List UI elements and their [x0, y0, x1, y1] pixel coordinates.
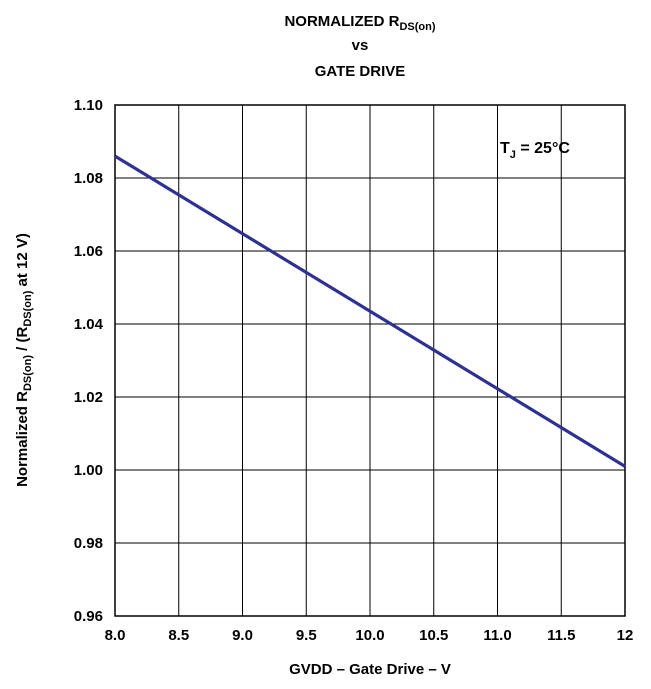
x-tick-label: 9.0	[232, 627, 253, 644]
x-axis-label: GVDD – Gate Drive – V	[289, 661, 451, 678]
grid	[115, 105, 625, 616]
y-tick-label: 0.96	[74, 608, 103, 625]
y-axis-label-part1: Normalized R	[14, 391, 31, 487]
y-axis-label-part2: / (R	[14, 327, 31, 355]
x-tick-label: 11.0	[483, 627, 511, 644]
x-tick-labels: 8.0 8.5 9.0 9.5 10.0 10.5 11.0 11.5 12	[105, 627, 634, 644]
x-tick-label: 8.0	[105, 627, 126, 644]
y-axis-label-sub2: DS(on)	[22, 290, 34, 326]
chart-title-line1: NORMALIZED RDS(on)	[284, 13, 435, 33]
y-tick-label: 1.00	[74, 462, 103, 479]
y-tick-label: 0.98	[74, 535, 103, 552]
y-axis-label-sub1: DS(on)	[22, 355, 34, 391]
y-axis-label: Normalized RDS(on) / (RDS(on) at 12 V)	[14, 233, 34, 487]
y-axis-label-part3: at 12 V)	[14, 233, 31, 291]
chart-title-line3: GATE DRIVE	[315, 63, 406, 80]
y-tick-label: 1.06	[74, 243, 103, 260]
chart-title-line2: vs	[352, 37, 369, 54]
x-tick-label: 11.5	[547, 627, 575, 644]
y-tick-label: 1.10	[74, 97, 103, 114]
x-tick-label: 9.5	[296, 627, 317, 644]
y-tick-labels: 0.96 0.98 1.00 1.02 1.04 1.06 1.08 1.10	[74, 97, 104, 625]
temperature-annotation: TJ = 25°C	[500, 140, 570, 161]
y-tick-label: 1.08	[74, 170, 103, 187]
x-tick-label: 8.5	[168, 627, 189, 644]
x-tick-label: 10.0	[355, 627, 384, 644]
x-tick-label: 10.5	[419, 627, 448, 644]
annotation-main: T	[500, 140, 510, 157]
x-tick-label: 12	[617, 627, 634, 644]
chart-title-subscript: DS(on)	[399, 21, 435, 33]
annotation-rest: = 25°C	[516, 140, 570, 157]
y-tick-label: 1.02	[74, 389, 103, 406]
y-tick-label: 1.04	[74, 316, 104, 333]
chart-title-main: NORMALIZED R	[284, 13, 399, 30]
